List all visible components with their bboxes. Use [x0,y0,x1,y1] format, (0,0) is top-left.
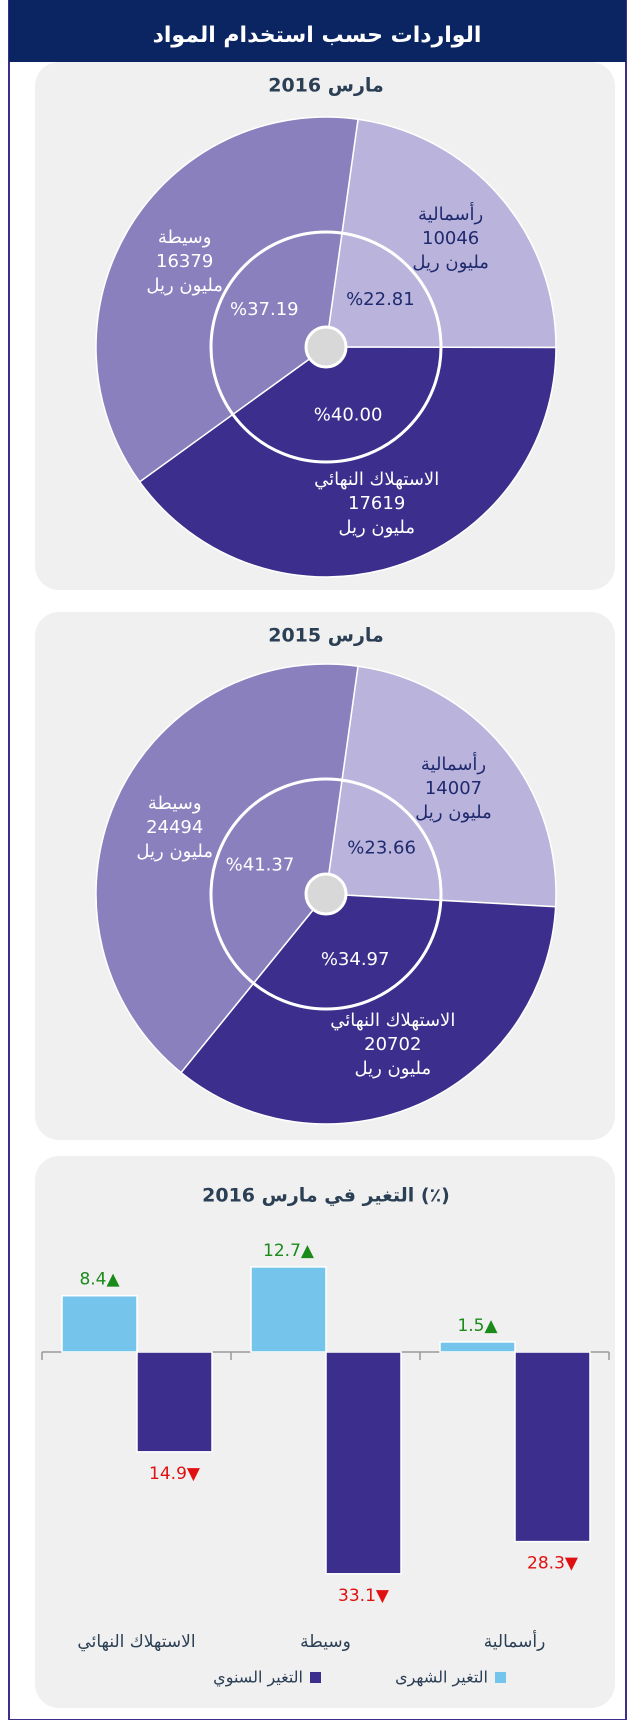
share-label: %37.19 [230,299,299,320]
page-title: الواردات حسب استخدام المواد [153,23,482,48]
slice-unit: مليون ريل [412,252,489,273]
bar [136,1351,213,1453]
slice-name: الاستهلاك النهائي [330,1010,455,1031]
chart-title: مارس 2016 [268,75,384,97]
legend-label: التغير الشهرى [395,1668,488,1688]
value-label: 8.4▲ [79,1270,120,1290]
slice-value: 16379 [156,251,213,272]
share-label: %41.37 [226,854,295,875]
pie-slice [138,346,557,578]
pie-slice [325,665,557,908]
center-hub [304,325,348,369]
legend-label: التغير السنوي [213,1668,303,1688]
slice-name: الاستهلاك النهائي [314,469,439,490]
x-tick-label: وسيطة [300,1632,351,1652]
share-label: %40.00 [314,405,383,426]
bar [325,1351,402,1575]
value-label: 14.9▼ [149,1464,201,1484]
panel [35,1156,615,1708]
inner-ring [209,777,443,1011]
share-label: %34.97 [321,949,390,970]
center-hub [304,872,348,916]
bar [61,1294,138,1353]
bar [439,1341,516,1353]
pie-slice [95,116,359,483]
chart-title: مارس 2015 [268,625,384,647]
slice-name: وسيطة [158,227,212,248]
value-label: 1.5▲ [457,1316,498,1336]
pie-slice [179,893,557,1125]
x-tick-label: رأسمالية [484,1630,546,1652]
share-label: %23.66 [347,837,416,858]
slice-unit: مليون ريل [354,1058,431,1079]
slice-value: 24494 [146,817,203,838]
slice-value: 14007 [425,778,482,799]
pie-slice [325,118,557,349]
slice-unit: مليون ريل [338,517,415,538]
bar [514,1351,591,1543]
slice-value: 17619 [348,493,405,514]
legend-swatch [310,1672,321,1683]
chart-title: التغير في مارس 2016 (٪) [202,1185,450,1207]
inner-ring [209,230,443,464]
value-label: 12.7▲ [263,1241,315,1261]
slice-name: رأسمالية [421,752,486,775]
slice-unit: مليون ريل [415,802,492,823]
slice-value: 20702 [364,1034,421,1055]
legend-swatch [495,1672,506,1683]
slice-unit: مليون ريل [146,275,223,296]
x-tick-label: الاستهلاك النهائي [77,1632,195,1652]
slice-unit: مليون ريل [136,841,213,862]
value-label: 28.3▼ [527,1554,579,1574]
pie-slice [95,663,359,1074]
value-label: 33.1▼ [338,1586,390,1606]
slice-value: 10046 [422,228,479,249]
slice-name: رأسمالية [418,202,483,225]
bar [250,1266,327,1353]
slice-name: وسيطة [148,793,202,814]
header [9,0,626,62]
share-label: %22.81 [346,289,415,310]
